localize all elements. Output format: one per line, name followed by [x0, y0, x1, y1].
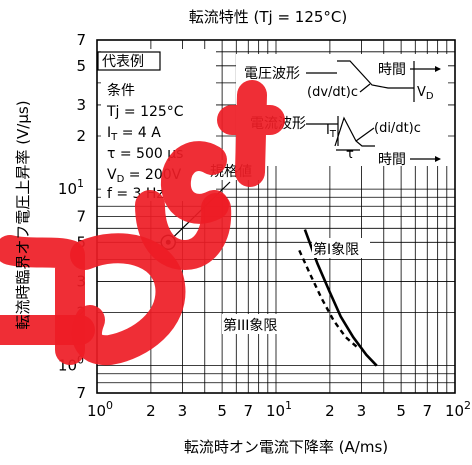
x-tick-label: 100	[87, 399, 113, 420]
quadrant1-label: 第I象限	[313, 241, 359, 258]
series-line-1	[303, 229, 378, 367]
time-label-top: 時間	[378, 62, 406, 78]
x-tick-label: 5	[217, 402, 227, 420]
y-tick-label: 5	[76, 57, 86, 75]
quadrant3-bg	[222, 314, 290, 334]
x-tick-label: 7	[422, 402, 432, 420]
watermark-stroke	[70, 233, 186, 366]
watermark-stroke	[0, 235, 85, 365]
dvdt-pointer	[359, 83, 371, 93]
y-tick-label: 7	[76, 31, 86, 49]
y-tick-label: 7	[76, 384, 86, 402]
quadrant3-label: 第III象限	[223, 317, 277, 334]
didt-label: (di/dt)c	[374, 121, 421, 136]
conditions-heading: 条件	[107, 82, 135, 99]
voltage-waveform-label: 電圧波形	[244, 66, 300, 82]
condition-line: τ = 500 µs	[107, 146, 183, 162]
curves	[298, 229, 378, 367]
time-arrowhead-bottom	[435, 156, 441, 162]
watermark	[0, 80, 285, 366]
x-axis-label: 転流時オン電流下降率 (A/ms)	[184, 438, 388, 456]
it-label: IT	[326, 123, 337, 140]
x-tick-label: 2	[325, 402, 335, 420]
y-tick-label: 3	[76, 96, 86, 114]
y-axis-label: 転流時臨界オフ電圧上昇率 (V/µs)	[14, 100, 32, 329]
x-tick-label: 3	[357, 402, 367, 420]
time-label-bottom: 時間	[378, 152, 406, 168]
y-tick-label: 101	[58, 177, 84, 198]
watermark-stroke	[217, 80, 285, 187]
watermark-stroke	[135, 190, 232, 270]
didt-pointer	[355, 127, 375, 142]
conditions-box	[101, 49, 216, 201]
x-tick-label: 101	[266, 399, 292, 420]
tau-label: τ	[346, 147, 354, 162]
vd-label: VD	[417, 85, 434, 102]
chart-title: 転流特性 (Tj = 125°C)	[189, 8, 348, 26]
x-tick-label: 7	[243, 402, 253, 420]
series-line-2	[298, 249, 360, 350]
x-tick-label: 102	[445, 399, 471, 420]
conditions-title: 代表例	[102, 54, 144, 70]
y-tick-label: 2	[76, 127, 86, 145]
y-tick-label: 7	[76, 208, 86, 226]
condition-line: Tj = 125°C	[106, 104, 184, 120]
condition-line: IT = 4 A	[107, 125, 161, 143]
quadrant1-bg	[312, 238, 370, 258]
voltage-waveform	[337, 60, 414, 89]
dvdt-label: (dv/dt)c	[307, 85, 358, 100]
watermark-stroke	[160, 141, 229, 224]
x-tick-label: 2	[146, 402, 156, 420]
conditions-title-box	[97, 51, 161, 71]
time-arrowhead-top	[435, 66, 441, 72]
x-tick-label: 5	[396, 402, 406, 420]
x-tick-label: 3	[178, 402, 188, 420]
plot-frame	[96, 39, 456, 394]
